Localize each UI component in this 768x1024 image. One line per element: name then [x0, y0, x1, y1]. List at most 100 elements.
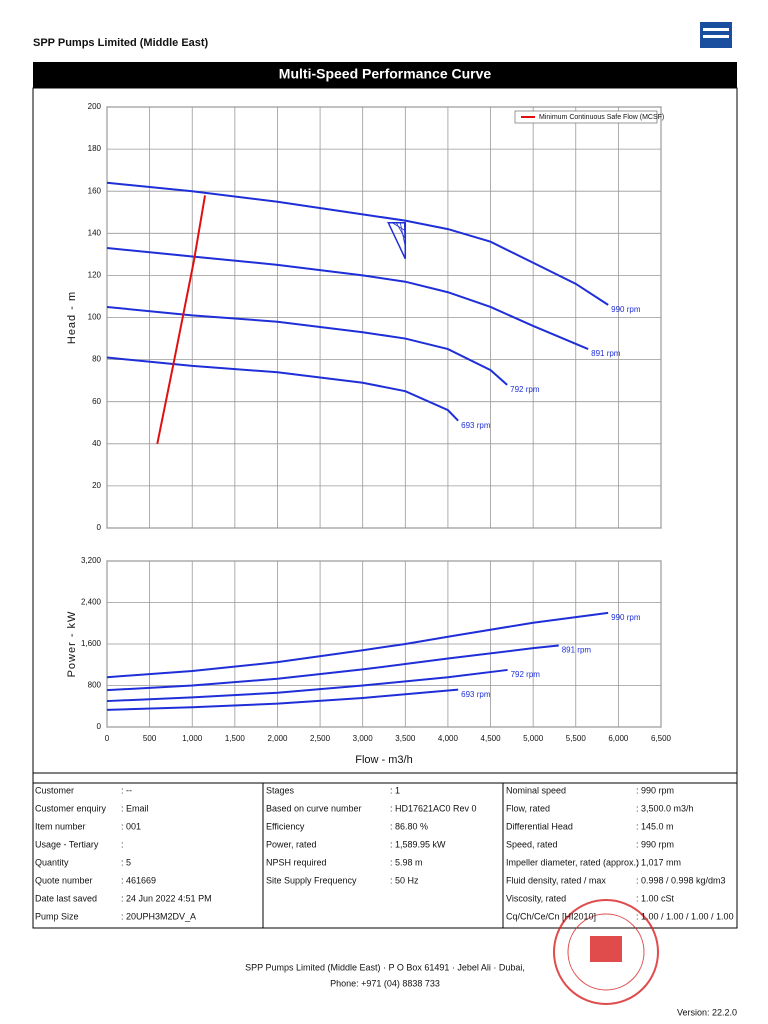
x-tick-label: 4,500 — [481, 734, 502, 743]
y-tick-label: 40 — [92, 439, 101, 448]
field-value: : 461669 — [121, 875, 156, 885]
field-label: Impeller diameter, rated (approx.) — [506, 857, 639, 867]
page-title: Multi-Speed Performance Curve — [279, 66, 492, 82]
field-label: Differential Head — [506, 821, 573, 831]
y-axis-title: Power - kW — [66, 611, 78, 678]
field-value: : 1.00 / 1.00 / 1.00 / 1.00 — [636, 911, 734, 921]
hatch — [395, 222, 406, 239]
field-label: Date last saved — [35, 893, 97, 903]
x-tick-label: 1,500 — [225, 734, 246, 743]
y-tick-label: 140 — [88, 228, 102, 237]
curve-label: 693 rpm — [461, 690, 491, 699]
field-label: Cq/Ch/Ce/Cn [HI2010] — [506, 911, 596, 921]
field-label: Power, rated — [266, 839, 317, 849]
curve — [106, 181, 609, 306]
field-label: Viscosity, rated — [506, 893, 566, 903]
field-value: : 86.80 % — [390, 821, 428, 831]
y-tick-label: 120 — [88, 271, 102, 280]
field-label: Customer enquiry — [35, 803, 107, 813]
x-tick-label: 3,500 — [395, 734, 416, 743]
hatch — [403, 222, 406, 255]
x-tick-label: 6,000 — [608, 734, 629, 743]
curve-label: 792 rpm — [510, 385, 540, 394]
curve-label: 693 rpm — [461, 421, 491, 430]
logo — [700, 22, 732, 48]
field-label: Quote number — [35, 875, 93, 885]
curve — [156, 195, 207, 444]
company-name: SPP Pumps Limited (Middle East) — [33, 37, 209, 49]
x-tick-label: 2,500 — [310, 734, 331, 743]
field-label: Based on curve number — [266, 803, 362, 813]
field-label: Fluid density, rated / max — [506, 875, 606, 885]
field-label: Stages — [266, 785, 295, 795]
curve-label: 990 rpm — [611, 305, 641, 314]
footer-phone: Phone: +971 (04) 8838 733 — [330, 978, 440, 988]
y-tick-label: 0 — [97, 722, 102, 731]
curve — [106, 688, 459, 711]
y-tick-label: 1,600 — [81, 639, 102, 648]
field-value: : -- — [121, 785, 132, 795]
y-tick-label: 3,200 — [81, 556, 102, 565]
title-bar — [33, 62, 737, 88]
version: Version: 22.2.0 — [677, 1007, 737, 1017]
field-value: : 1 — [390, 785, 400, 795]
x-tick-label: 0 — [105, 734, 110, 743]
legend-label: Minimum Continuous Safe Flow (MCSF) — [539, 114, 664, 121]
curve — [106, 668, 508, 703]
duty-point — [387, 222, 407, 260]
y-tick-label: 60 — [92, 397, 101, 406]
field-label: Customer — [35, 785, 74, 795]
field-value: : 20UPH3M2DV_A — [121, 911, 196, 921]
y-tick-label: 80 — [92, 355, 101, 364]
field-value: : 990 rpm — [636, 839, 674, 849]
x-tick-label: 6,500 — [651, 734, 672, 743]
curve-label: 891 rpm — [591, 349, 621, 358]
field-label: Quantity — [35, 857, 69, 867]
footer-address: SPP Pumps Limited (Middle East) · P O Bo… — [245, 962, 525, 972]
field-value: : — [121, 839, 124, 849]
duty-triangle — [387, 222, 407, 260]
field-value: : 0.998 / 0.998 kg/dm3 — [636, 875, 726, 885]
y-axis-title: Head - m — [66, 291, 78, 344]
x-tick-label: 3,000 — [353, 734, 374, 743]
curve — [106, 305, 508, 386]
field-value: : 5 — [121, 857, 131, 867]
field-label: Usage - Tertiary — [35, 839, 99, 849]
x-tick-label: 5,000 — [523, 734, 544, 743]
field-label: NPSH required — [266, 857, 327, 867]
field-value: : 50 Hz — [390, 875, 419, 885]
y-tick-label: 100 — [88, 313, 102, 322]
x-tick-label: 1,000 — [182, 734, 203, 743]
field-label: Speed, rated — [506, 839, 558, 849]
x-axis-title: Flow - m3/h — [355, 754, 412, 766]
curve — [106, 247, 589, 350]
x-tick-label: 2,000 — [267, 734, 288, 743]
y-tick-label: 160 — [88, 186, 102, 195]
curve-label: 792 rpm — [511, 670, 541, 679]
field-label: Flow, rated — [506, 803, 550, 813]
y-tick-label: 200 — [88, 102, 102, 111]
field-value: : 1,017 mm — [636, 857, 681, 867]
field-label: Item number — [35, 821, 86, 831]
field-value: : 1,589.95 kW — [390, 839, 446, 849]
field-label: Pump Size — [35, 911, 79, 921]
x-tick-label: 5,500 — [566, 734, 587, 743]
field-value: : 1.00 cSt — [636, 893, 675, 903]
y-tick-label: 800 — [88, 681, 102, 690]
field-value: : Email — [121, 803, 149, 813]
curve-label: 891 rpm — [562, 646, 592, 655]
frame — [32, 87, 738, 929]
field-value: : 24 Jun 2022 4:51 PM — [121, 893, 212, 903]
y-tick-label: 0 — [97, 523, 102, 532]
field-value: : 145.0 m — [636, 821, 674, 831]
x-tick-label: 4,000 — [438, 734, 459, 743]
field-value: : HD17621AC0 Rev 0 — [390, 803, 477, 813]
curve — [106, 356, 459, 422]
field-label: Site Supply Frequency — [266, 875, 357, 885]
field-value: : 990 rpm — [636, 785, 674, 795]
curve — [106, 644, 559, 692]
field-value: : 3,500.0 m3/h — [636, 803, 694, 813]
x-tick-label: 500 — [143, 734, 157, 743]
stamp — [553, 899, 659, 1005]
